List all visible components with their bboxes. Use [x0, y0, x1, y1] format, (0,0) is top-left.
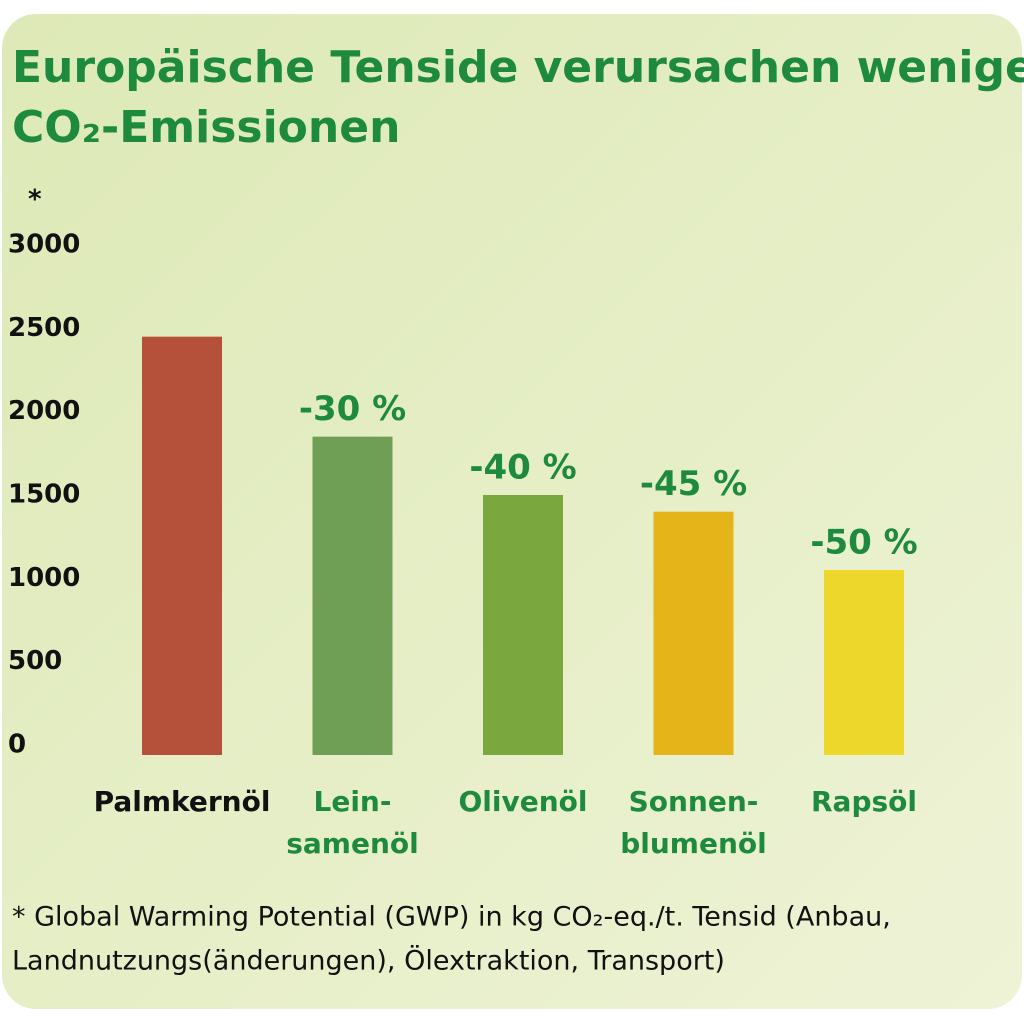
chart-title: CO₂-Emissionen — [12, 102, 400, 153]
y-tick-label: 0 — [8, 730, 26, 760]
chart-title: Europäische Tenside verursachen weniger — [12, 42, 1024, 93]
y-tick-label: 2500 — [8, 313, 80, 343]
y-tick-label: 3000 — [8, 230, 80, 260]
footnote: * Global Warming Potential (GWP) in kg C… — [12, 902, 891, 933]
bar — [142, 336, 222, 755]
y-axis-label: * — [28, 185, 42, 215]
y-tick-label: 1000 — [8, 563, 80, 593]
y-tick-label: 1500 — [8, 480, 80, 510]
y-tick-label: 500 — [8, 646, 62, 676]
change-label: -50 % — [810, 523, 917, 563]
change-label: -45 % — [640, 464, 747, 504]
x-tick-label: Rapsöl — [811, 785, 917, 818]
y-tick-label: 2000 — [8, 396, 80, 426]
change-label: -30 % — [299, 389, 406, 429]
x-tick-label: Sonnen-blumenöl — [620, 785, 767, 860]
bar — [312, 436, 393, 755]
x-tick-label: Olivenöl — [458, 785, 587, 818]
bar — [653, 511, 734, 755]
footnote: Landnutzungs(änderungen), Ölextraktion, … — [12, 945, 725, 977]
bar — [824, 570, 904, 755]
x-tick-label: Lein-samenöl — [286, 785, 419, 860]
change-label: -40 % — [469, 448, 576, 488]
x-tick-label: Palmkernöl — [94, 785, 271, 818]
bar — [483, 495, 563, 755]
